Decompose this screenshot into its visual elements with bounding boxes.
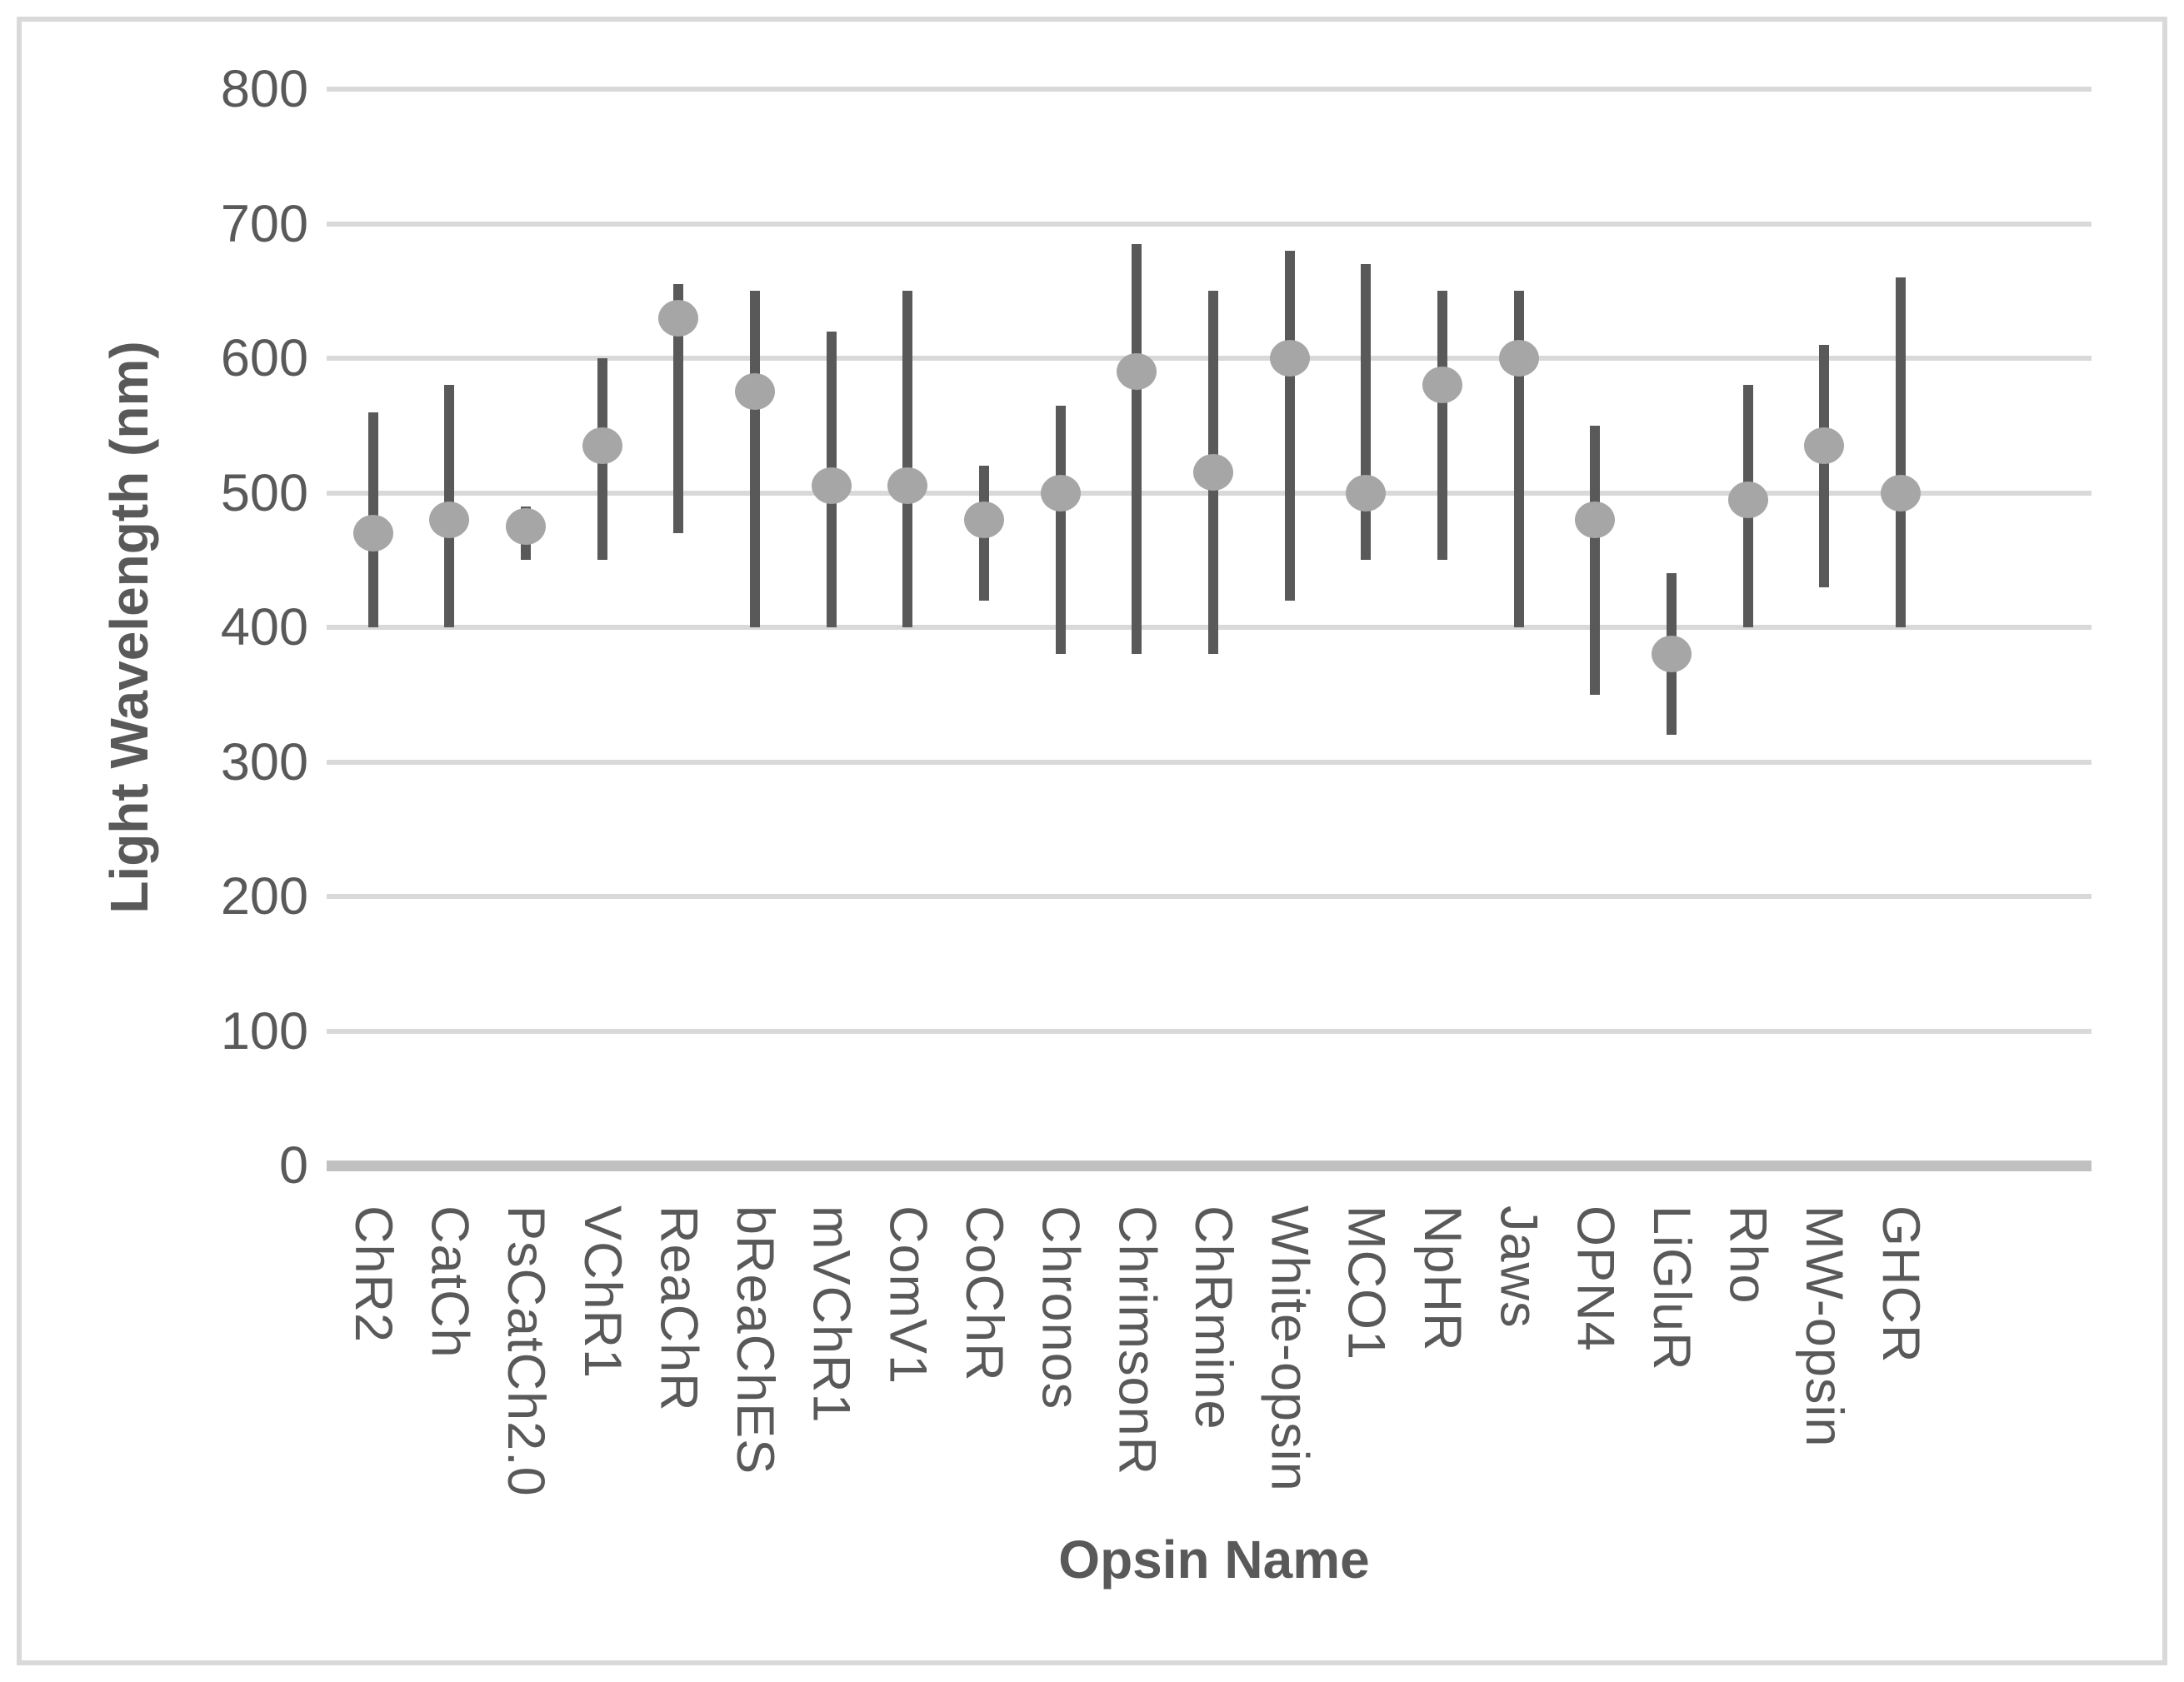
point-marker: [811, 467, 852, 505]
y-tick-label: 400: [220, 598, 308, 656]
point-marker: [1727, 481, 1768, 518]
error-bar: [1055, 405, 1066, 655]
y-tick-label: 600: [220, 329, 308, 387]
x-axis-line: [327, 1160, 2092, 1171]
grid-line: [327, 87, 2092, 92]
x-category-label: PsCatCh2.0: [497, 1205, 556, 1497]
x-axis-title: Opsin Name: [1058, 1530, 1370, 1590]
point-marker: [658, 299, 699, 337]
x-category-label: ChRmine: [1184, 1205, 1242, 1430]
y-axis-title: Light Wavelength (nm): [99, 341, 159, 914]
error-bar: [1895, 277, 1906, 627]
x-category-label: Chronos: [1031, 1205, 1090, 1410]
error-bar: [1284, 250, 1295, 601]
point-marker: [1804, 427, 1845, 464]
x-category-label: CoChR: [955, 1205, 1014, 1382]
x-category-label: ChR2: [343, 1205, 402, 1344]
error-bar: [750, 291, 761, 627]
x-category-label: GHCR: [1871, 1205, 1930, 1364]
y-tick-label: 0: [278, 1136, 308, 1195]
error-bar: [1361, 263, 1372, 561]
y-tick-label: 800: [220, 60, 308, 118]
point-marker: [1193, 454, 1233, 492]
point-marker: [1575, 501, 1616, 538]
point-marker: [735, 373, 776, 411]
x-category-label: NpHR: [1412, 1205, 1472, 1352]
x-category-label: CatCh: [420, 1205, 479, 1359]
grid-line: [327, 894, 2092, 899]
error-bar: [902, 291, 913, 627]
grid-line: [327, 759, 2092, 765]
x-category-label: ChrimsonR: [1107, 1205, 1167, 1476]
x-category-label: bReaChES: [726, 1205, 785, 1475]
x-category-label: ComV1: [878, 1205, 937, 1385]
error-bar: [673, 284, 684, 533]
point-marker: [1346, 474, 1387, 512]
point-marker: [1269, 340, 1310, 377]
point-marker: [429, 501, 470, 538]
y-tick-label: 100: [220, 1001, 308, 1061]
y-tick-label: 300: [220, 732, 308, 791]
x-category-label: MCO1: [1337, 1205, 1396, 1361]
grid-line: [327, 221, 2092, 227]
point-marker: [1880, 474, 1921, 512]
point-marker: [582, 427, 622, 464]
point-marker: [506, 507, 547, 545]
y-tick-label: 500: [220, 463, 308, 522]
x-category-label: OPN4: [1566, 1205, 1625, 1352]
x-category-label: mVChR1: [802, 1205, 861, 1424]
error-bar: [1819, 344, 1830, 587]
error-bar: [1437, 291, 1447, 561]
y-tick-label: 700: [220, 194, 308, 253]
point-marker: [964, 501, 1005, 538]
x-category-label: ReaChR: [649, 1205, 708, 1412]
point-marker: [1422, 367, 1462, 404]
x-category-label: VChR1: [572, 1205, 632, 1380]
chart-frame: [17, 17, 2167, 1665]
point-marker: [1040, 474, 1081, 512]
point-marker: [352, 514, 393, 552]
point-marker: [887, 467, 928, 505]
x-category-label: LiGluR: [1642, 1205, 1701, 1371]
point-marker: [1651, 636, 1692, 673]
error-bar: [1590, 425, 1601, 695]
grid-line: [327, 1028, 2092, 1034]
x-category-label: Rho: [1718, 1205, 1777, 1305]
point-marker: [1498, 340, 1539, 377]
error-bar: [1132, 243, 1142, 655]
x-category-label: White-opsin: [1260, 1205, 1319, 1492]
point-marker: [1117, 353, 1157, 391]
x-category-label: MW-opsin: [1795, 1205, 1854, 1448]
y-tick-label: 200: [220, 867, 308, 926]
x-category-label: Jaws: [1489, 1205, 1548, 1329]
